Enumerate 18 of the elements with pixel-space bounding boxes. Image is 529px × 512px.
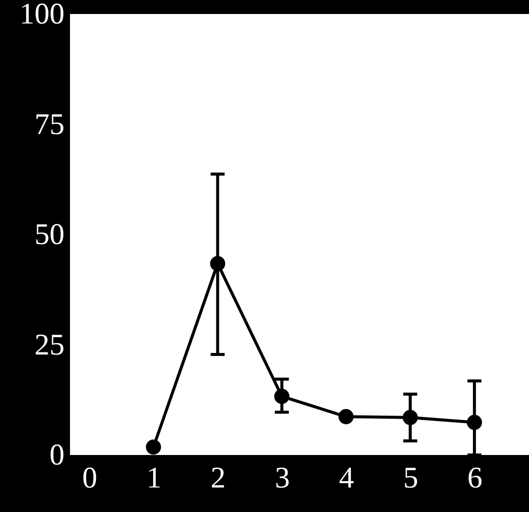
point bbox=[274, 388, 290, 404]
point bbox=[338, 409, 354, 424]
x-tick-label: 6 bbox=[467, 462, 482, 494]
x-tick-label: 3 bbox=[274, 462, 290, 494]
x-tick-label: 5 bbox=[403, 462, 418, 494]
point bbox=[466, 414, 482, 430]
x-tick-label: 0 bbox=[82, 462, 98, 494]
point bbox=[146, 439, 162, 455]
point bbox=[210, 256, 226, 272]
y-tick-label: 25 bbox=[34, 328, 64, 362]
x-tick-label: 4 bbox=[339, 462, 354, 494]
x-tick-label: 2 bbox=[210, 462, 226, 494]
x-tick-label: 1 bbox=[146, 462, 162, 494]
y-tick-label: 100 bbox=[20, 0, 64, 30]
y-tick-label: 50 bbox=[34, 218, 64, 251]
y-tick-label: 75 bbox=[34, 108, 64, 141]
point bbox=[402, 410, 418, 426]
y-tick-label: 0 bbox=[50, 438, 64, 472]
